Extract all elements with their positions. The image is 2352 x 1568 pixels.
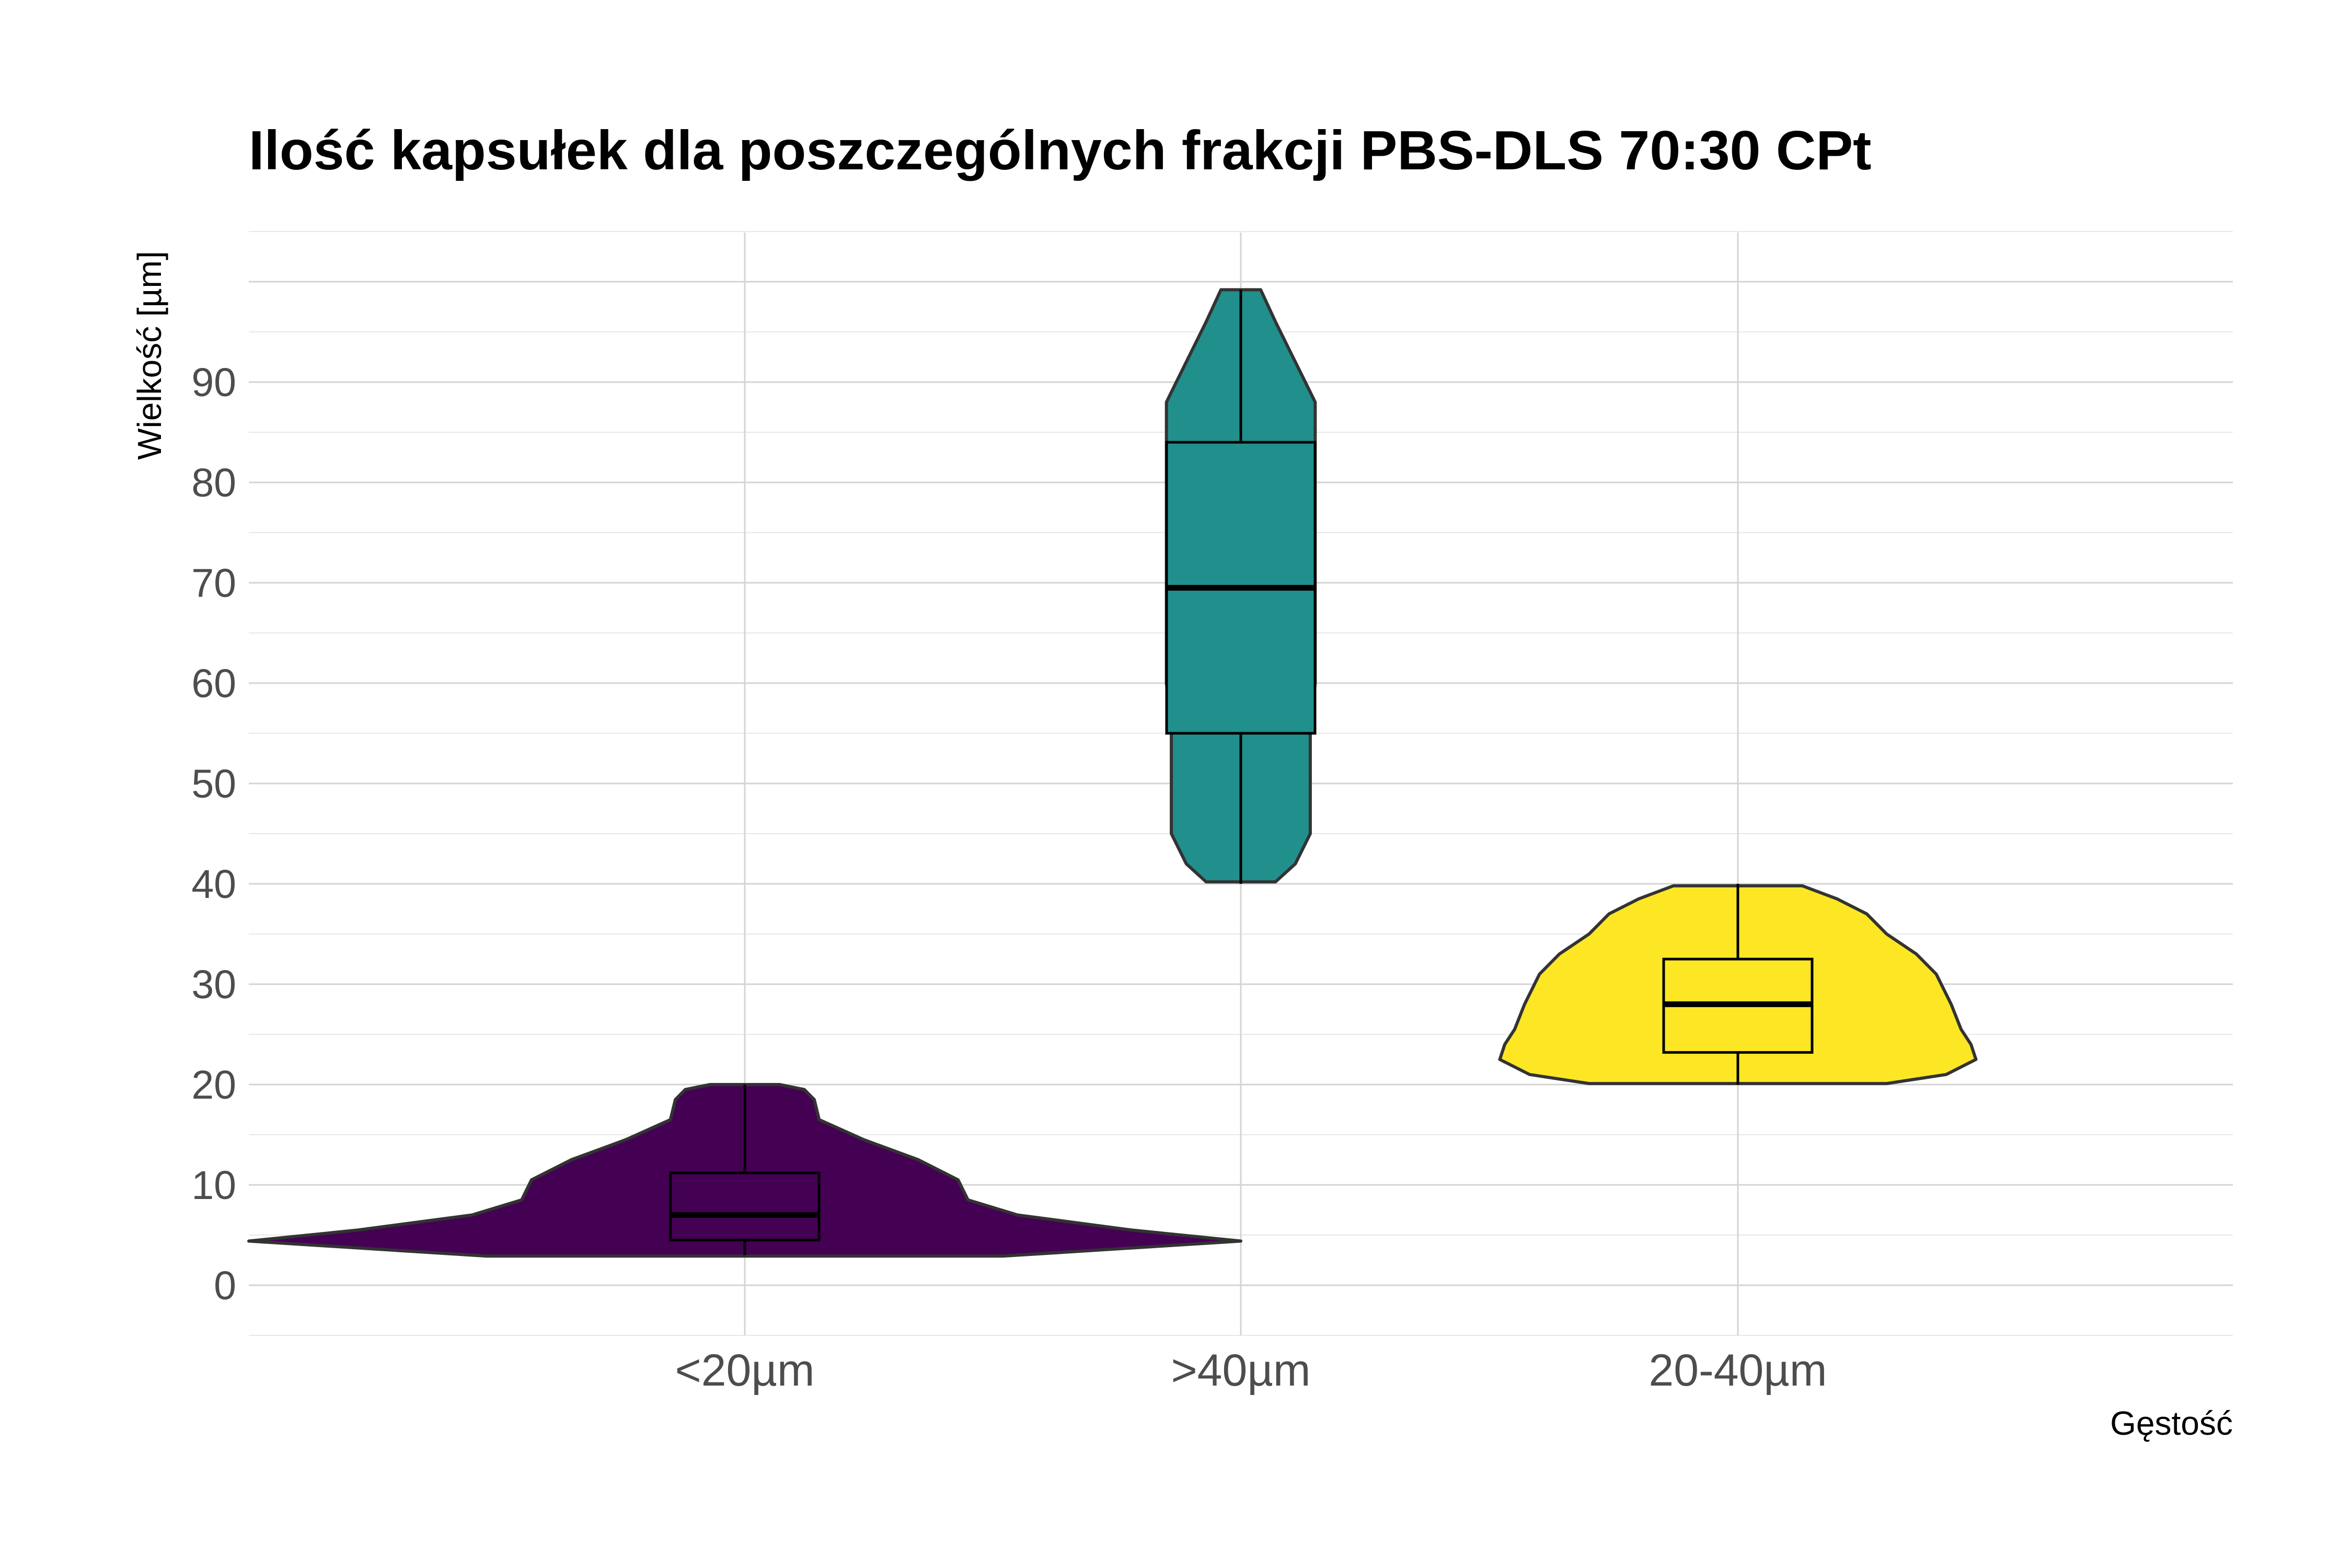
y-tick-label: 60 xyxy=(191,661,236,706)
box-0 xyxy=(669,1171,821,1242)
y-tick-label: 50 xyxy=(191,762,236,806)
x-tick-label: >40µm xyxy=(1171,1345,1310,1396)
y-tick-label: 80 xyxy=(191,460,236,505)
y-tick-label: 40 xyxy=(191,862,236,907)
x-axis-ticks: <20µm >40µm 20-40µm xyxy=(675,1345,1827,1396)
x-tick-label: 20-40µm xyxy=(1648,1345,1827,1396)
y-tick-label: 30 xyxy=(191,962,236,1007)
x-axis-label: Gęstość xyxy=(2110,1404,2233,1442)
y-tick-label: 90 xyxy=(191,360,236,405)
y-tick-label: 70 xyxy=(191,561,236,606)
y-tick-label: 10 xyxy=(191,1163,236,1208)
y-axis-ticks: 0 10 20 30 40 50 60 70 80 90 xyxy=(191,360,236,1308)
y-axis-label: Wielkość [µm] xyxy=(131,251,168,460)
violins xyxy=(247,288,1978,1258)
x-tick-label: <20µm xyxy=(675,1345,814,1396)
boxplots xyxy=(669,290,1814,1255)
y-tick-label: 0 xyxy=(214,1263,236,1308)
chart-title: Ilość kapsułek dla poszczególnych frakcj… xyxy=(249,120,1872,181)
y-tick-label: 20 xyxy=(191,1063,236,1108)
